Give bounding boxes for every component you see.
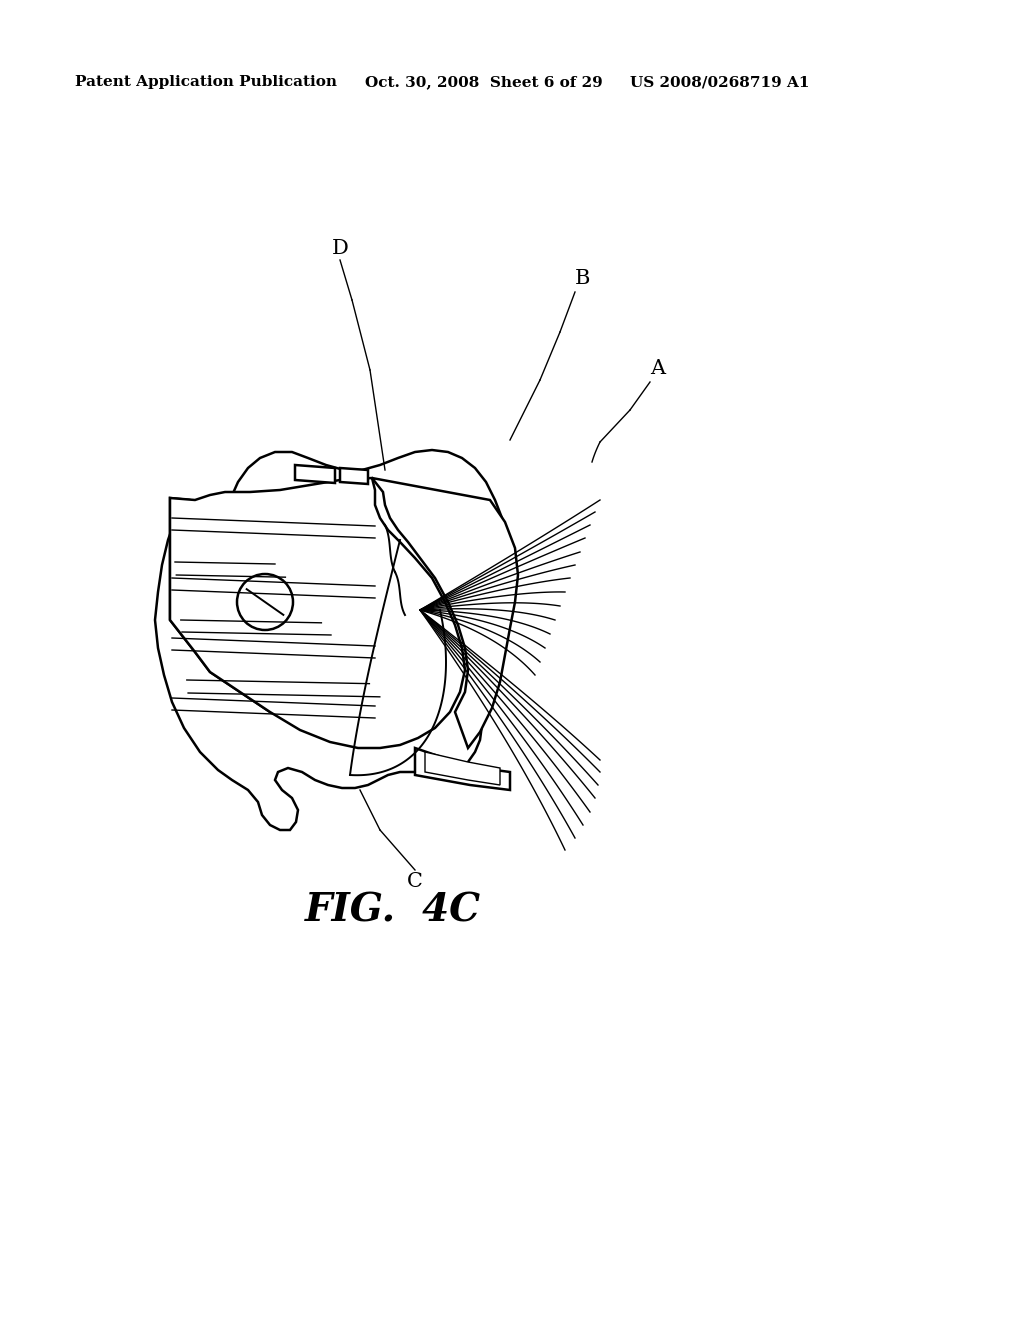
Polygon shape (295, 465, 335, 483)
Polygon shape (170, 498, 270, 711)
Polygon shape (425, 752, 500, 785)
Polygon shape (340, 469, 368, 484)
Text: US 2008/0268719 A1: US 2008/0268719 A1 (630, 75, 810, 88)
Text: B: B (574, 269, 590, 288)
Polygon shape (415, 748, 510, 789)
Text: A: A (650, 359, 666, 378)
Circle shape (237, 574, 293, 630)
Polygon shape (372, 478, 518, 748)
Text: C: C (408, 873, 423, 891)
Text: Patent Application Publication: Patent Application Publication (75, 75, 337, 88)
Text: FIG.  4C: FIG. 4C (305, 892, 481, 931)
Text: Oct. 30, 2008  Sheet 6 of 29: Oct. 30, 2008 Sheet 6 of 29 (365, 75, 603, 88)
Polygon shape (170, 478, 465, 748)
Text: D: D (332, 239, 348, 257)
Polygon shape (155, 450, 512, 830)
